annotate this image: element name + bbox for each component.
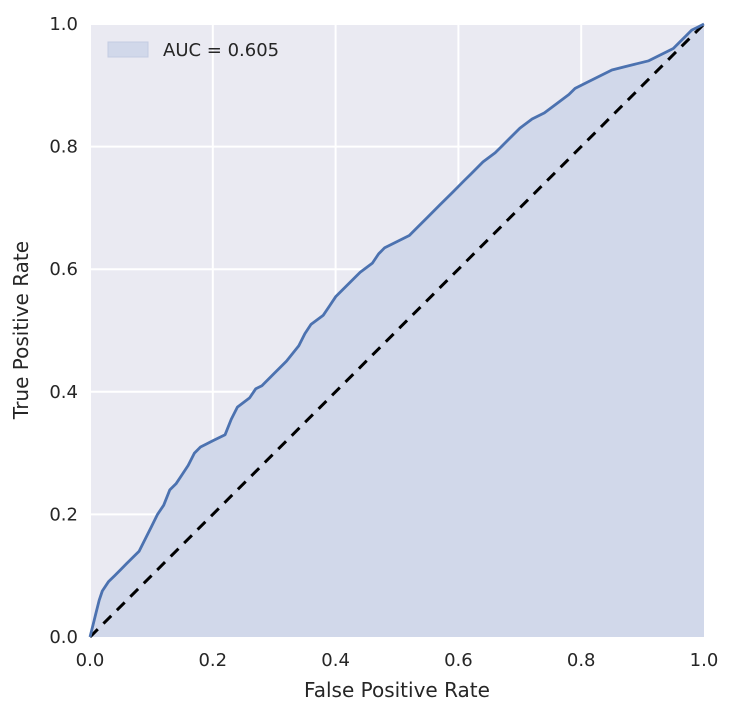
y-tick-labels: 0.0 0.2 0.4 0.6 0.8 1.0 xyxy=(49,14,78,648)
x-tick-label: 0.6 xyxy=(444,650,473,671)
y-tick-label: 0.4 xyxy=(49,382,78,403)
y-axis-label: True Positive Rate xyxy=(9,241,33,420)
y-tick-label: 0.2 xyxy=(49,504,78,525)
chance-diagonal-line xyxy=(88,22,706,639)
y-tick-label: 0.8 xyxy=(49,137,78,158)
legend-label: AUC = 0.605 xyxy=(163,40,279,61)
y-tick-label: 0.6 xyxy=(49,259,78,280)
x-tick-label: 1.0 xyxy=(690,650,719,671)
legend: AUC = 0.605 xyxy=(107,40,279,61)
y-tick-label: 1.0 xyxy=(49,14,78,35)
x-axis-label: False Positive Rate xyxy=(304,678,490,702)
x-tick-labels: 0.0 0.2 0.4 0.6 0.8 1.0 xyxy=(76,650,719,671)
roc-curve-line xyxy=(88,22,705,638)
legend-swatch xyxy=(107,41,149,58)
x-tick-label: 0.0 xyxy=(76,650,105,671)
y-tick-label: 0.0 xyxy=(49,627,78,648)
x-tick-label: 0.2 xyxy=(198,650,227,671)
x-tick-label: 0.4 xyxy=(321,650,350,671)
x-tick-label: 0.8 xyxy=(567,650,596,671)
